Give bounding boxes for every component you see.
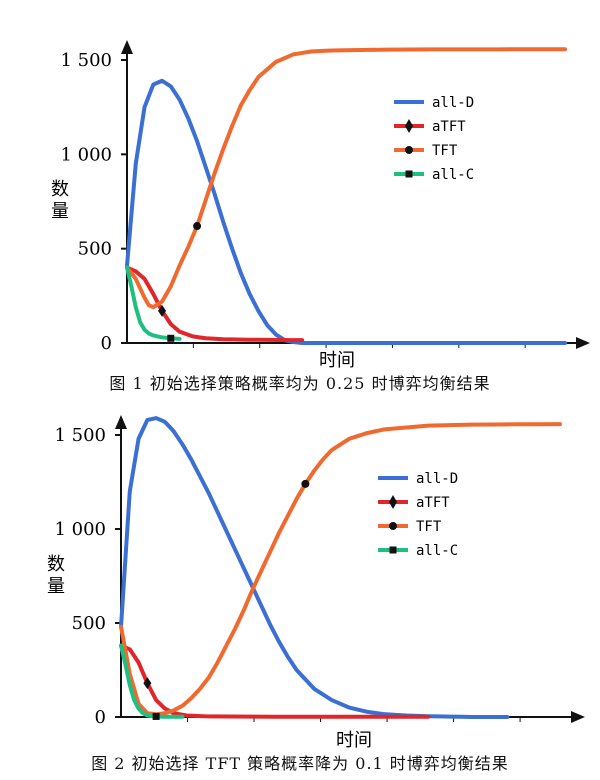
series-all-D-line <box>119 416 510 719</box>
legend-all-C-marker <box>389 546 397 554</box>
y-axis-label: 量 <box>51 201 69 222</box>
y-tick-label: 1 000 <box>60 144 112 165</box>
series-TFT-line <box>125 47 567 310</box>
x-axis-arrow <box>576 337 590 349</box>
y-tick-label: 0 <box>95 707 106 728</box>
y-axis-arrow <box>115 415 127 429</box>
series-all-C-line <box>119 643 185 719</box>
series-TFT-line <box>119 422 562 717</box>
legend-all-D-label: all-D <box>416 471 458 487</box>
legend-aTFT-label: aTFT <box>416 495 450 511</box>
y-tick-label: 1 500 <box>60 50 112 71</box>
legend-aTFT-label: aTFT <box>432 119 466 135</box>
y-tick-label: 500 <box>72 613 106 634</box>
y-tick-label: 0 <box>101 333 112 354</box>
legend-all-D-label: all-D <box>432 95 474 111</box>
figure-2: 0 500 1 000 1 500 数量时间 all-D aTFT TFT all-C 图 2 … <box>0 390 600 780</box>
x-axis-arrow <box>571 711 585 723</box>
figure-1: 0 500 1 000 1 500 数量时间 all-D aTFT TFT all-C 图 1 … <box>51 40 590 393</box>
series-TFT-marker <box>193 222 202 231</box>
legend-aTFT-marker <box>389 495 397 509</box>
y-axis-label: 量 <box>47 576 65 597</box>
legend-TFT-marker <box>389 522 397 530</box>
legend-aTFT-marker <box>405 119 413 133</box>
legend-all-C-label: all-C <box>432 167 474 183</box>
series-aTFT-line <box>125 265 305 343</box>
legend-TFT-label: TFT <box>432 143 458 159</box>
legend-all-C-label: all-C <box>416 543 458 559</box>
x-axis-label: 时间 <box>336 730 372 751</box>
y-tick-label: 1 000 <box>54 519 106 540</box>
legend-TFT-marker <box>405 146 413 154</box>
y-axis-arrow <box>121 40 133 54</box>
series-all-D-line <box>125 78 567 345</box>
y-tick-label: 500 <box>78 239 112 260</box>
series-aTFT-marker <box>158 304 167 317</box>
legend-TFT-label: TFT <box>416 519 442 535</box>
series-all-C-line <box>125 265 182 341</box>
x-axis-label: 时间 <box>319 350 355 371</box>
series-TFT-marker <box>301 479 310 488</box>
series-all-C-marker <box>167 334 175 342</box>
y-tick-label: 1 500 <box>54 425 106 446</box>
y-axis-label: 数 <box>47 554 65 575</box>
series-aTFT-marker <box>143 677 152 690</box>
legend-all-C-marker <box>405 170 413 178</box>
series-all-C-marker <box>152 712 160 720</box>
y-axis-label: 数 <box>51 179 69 200</box>
figure-2-caption: 图 2 初始选择 TFT 策略概率降为 0.1 时博弈均衡结果 <box>91 754 509 773</box>
figure-1-caption: 图 1 初始选择策略概率均为 0.25 时博弈均衡结果 <box>109 374 491 393</box>
series-aTFT-line <box>119 643 431 719</box>
